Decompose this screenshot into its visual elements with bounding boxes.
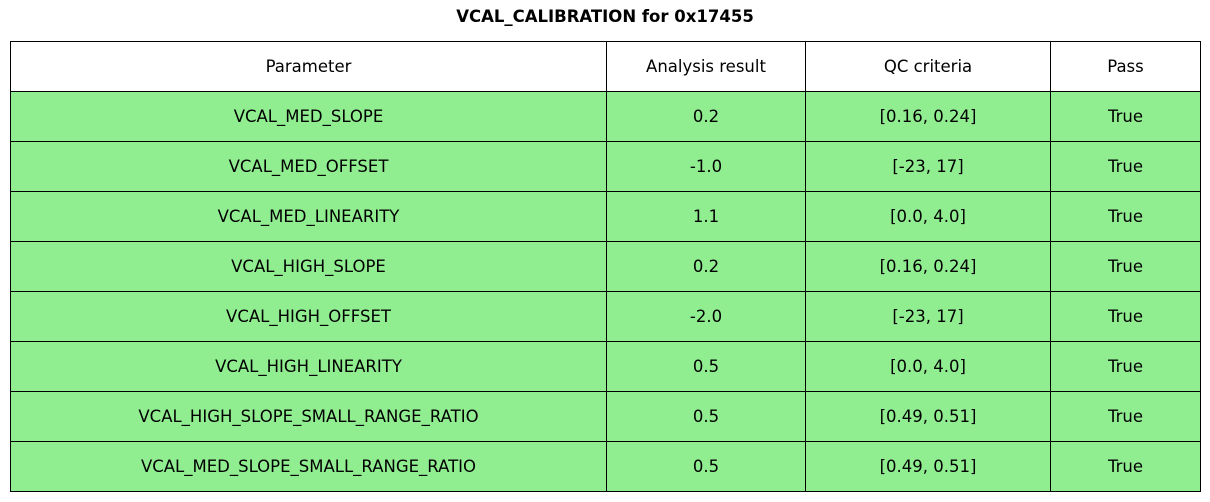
table-row: VCAL_MED_OFFSET -1.0 [-23, 17] True	[10, 141, 1201, 192]
table-row: VCAL_MED_LINEARITY 1.1 [0.0, 4.0] True	[10, 191, 1201, 242]
cell-parameter: VCAL_HIGH_SLOPE	[10, 241, 607, 292]
cell-pass: True	[1050, 341, 1201, 392]
cell-analysis-result: 0.5	[606, 341, 806, 392]
cell-parameter: VCAL_MED_SLOPE	[10, 91, 607, 142]
qc-results-table-container: Parameter Analysis result QC criteria Pa…	[10, 41, 1201, 492]
cell-qc-criteria: [0.0, 4.0]	[805, 341, 1051, 392]
cell-parameter: VCAL_HIGH_SLOPE_SMALL_RANGE_RATIO	[10, 391, 607, 442]
cell-parameter: VCAL_MED_SLOPE_SMALL_RANGE_RATIO	[10, 441, 607, 492]
cell-parameter: VCAL_HIGH_OFFSET	[10, 291, 607, 342]
column-header-parameter: Parameter	[10, 41, 607, 92]
cell-analysis-result: -1.0	[606, 141, 806, 192]
cell-analysis-result: 0.5	[606, 441, 806, 492]
cell-parameter: VCAL_HIGH_LINEARITY	[10, 341, 607, 392]
table-body: VCAL_MED_SLOPE 0.2 [0.16, 0.24] True VCAL_ME…	[10, 91, 1201, 492]
cell-qc-criteria: [0.0, 4.0]	[805, 191, 1051, 242]
cell-analysis-result: -2.0	[606, 291, 806, 342]
cell-analysis-result: 0.2	[606, 241, 806, 292]
qc-results-table: Parameter Analysis result QC criteria Pa…	[10, 41, 1201, 492]
cell-pass: True	[1050, 291, 1201, 342]
cell-analysis-result: 0.5	[606, 391, 806, 442]
cell-parameter: VCAL_MED_LINEARITY	[10, 191, 607, 242]
table-row: VCAL_HIGH_SLOPE_SMALL_RANGE_RATIO 0.5 [0.4…	[10, 391, 1201, 442]
cell-analysis-result: 0.2	[606, 91, 806, 142]
cell-qc-criteria: [0.16, 0.24]	[805, 241, 1051, 292]
page-title: VCAL_CALIBRATION for 0x17455	[456, 7, 754, 26]
cell-pass: True	[1050, 391, 1201, 442]
table-header: Parameter Analysis result QC criteria Pa…	[10, 41, 1201, 92]
table-row: VCAL_MED_SLOPE 0.2 [0.16, 0.24] True	[10, 91, 1201, 142]
column-header-qc-criteria: QC criteria	[805, 41, 1051, 92]
table-header-row: Parameter Analysis result QC criteria Pa…	[10, 41, 1201, 92]
column-header-pass: Pass	[1050, 41, 1201, 92]
cell-pass: True	[1050, 141, 1201, 192]
cell-qc-criteria: [0.49, 0.51]	[805, 391, 1051, 442]
cell-pass: True	[1050, 241, 1201, 292]
cell-qc-criteria: [-23, 17]	[805, 291, 1051, 342]
cell-parameter: VCAL_MED_OFFSET	[10, 141, 607, 192]
table-row: VCAL_HIGH_OFFSET -2.0 [-23, 17] True	[10, 291, 1201, 342]
cell-qc-criteria: [0.49, 0.51]	[805, 441, 1051, 492]
cell-analysis-result: 1.1	[606, 191, 806, 242]
cell-qc-criteria: [-23, 17]	[805, 141, 1051, 192]
cell-qc-criteria: [0.16, 0.24]	[805, 91, 1051, 142]
cell-pass: True	[1050, 191, 1201, 242]
table-row: VCAL_MED_SLOPE_SMALL_RANGE_RATIO 0.5 [0.49…	[10, 441, 1201, 492]
cell-pass: True	[1050, 441, 1201, 492]
table-row: VCAL_HIGH_LINEARITY 0.5 [0.0, 4.0] True	[10, 341, 1201, 392]
cell-pass: True	[1050, 91, 1201, 142]
table-row: VCAL_HIGH_SLOPE 0.2 [0.16, 0.24] True	[10, 241, 1201, 292]
column-header-analysis-result: Analysis result	[606, 41, 806, 92]
